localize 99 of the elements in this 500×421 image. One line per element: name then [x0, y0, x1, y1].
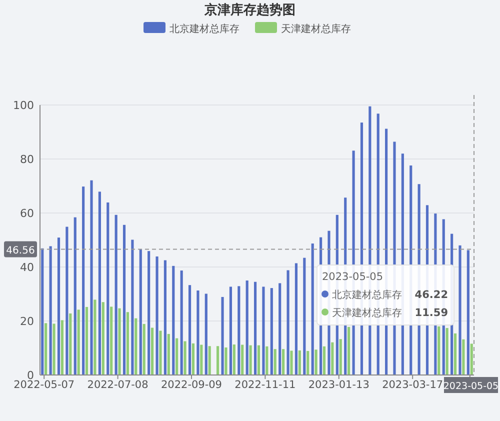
- bar: [69, 313, 72, 375]
- x-tick-label: 2023-05-05: [443, 381, 499, 392]
- bar: [114, 214, 118, 375]
- bar: [314, 350, 318, 375]
- bar: [52, 324, 56, 375]
- bar: [438, 326, 440, 375]
- bar: [470, 344, 473, 375]
- annotation: 北京建材总库存: [332, 289, 402, 301]
- bar: [294, 263, 298, 375]
- bar: [98, 192, 101, 375]
- bar: [270, 288, 273, 375]
- bar: [184, 341, 186, 375]
- y-tick-label: 40: [20, 261, 34, 274]
- bar: [200, 344, 203, 375]
- bar: [204, 294, 208, 375]
- bar: [339, 339, 342, 375]
- bar: [148, 251, 150, 375]
- bar: [274, 349, 276, 375]
- bar: [150, 328, 154, 375]
- y-tick-label: 100: [13, 99, 34, 112]
- bar: [286, 270, 290, 375]
- bar: [278, 283, 282, 375]
- x-tick-label: 2023-01-13: [308, 379, 370, 391]
- bar: [74, 217, 76, 375]
- bar: [66, 226, 68, 375]
- bar: [232, 344, 236, 375]
- bar: [139, 249, 142, 375]
- bar: [257, 345, 260, 375]
- bar: [102, 302, 104, 375]
- bar: [458, 245, 462, 375]
- bar: [241, 344, 244, 375]
- annotation: 11.59: [414, 307, 448, 319]
- y-tick-label: 20: [20, 315, 34, 328]
- bar: [159, 330, 162, 375]
- bar: [290, 350, 293, 375]
- x-tick-label: 2023-03-17: [382, 379, 444, 391]
- bar: [221, 296, 224, 375]
- bar: [188, 285, 192, 375]
- annotation: 天津建材总库存: [332, 307, 402, 319]
- bar: [208, 346, 211, 375]
- bar: [298, 350, 301, 375]
- bar: [49, 246, 52, 375]
- bar: [348, 326, 350, 375]
- bar: [249, 345, 252, 375]
- bar: [192, 343, 194, 375]
- bar: [90, 180, 93, 375]
- bar: [462, 339, 465, 375]
- bar: [196, 290, 200, 375]
- annotation: 46.22: [414, 289, 448, 301]
- bar: [322, 346, 326, 375]
- bar: [142, 324, 146, 375]
- x-tick-label: 2022-09-09: [160, 379, 222, 391]
- bar: [156, 256, 158, 375]
- bar: [77, 310, 80, 375]
- bar: [224, 347, 228, 375]
- bar: [466, 250, 470, 375]
- x-tick-label: 2022-11-11: [234, 379, 296, 391]
- bar: [446, 328, 448, 375]
- bar: [106, 202, 110, 375]
- bar: [180, 270, 183, 375]
- bar: [167, 334, 170, 375]
- legend-label: 天津建材总库存: [281, 23, 351, 35]
- legend-label: 北京建材总库存: [170, 23, 240, 35]
- annotation: 2023-05-05: [322, 271, 384, 283]
- bar: [122, 224, 126, 375]
- bar: [41, 248, 44, 375]
- bar: [176, 338, 178, 375]
- bar: [331, 342, 334, 375]
- y-tick-label: 60: [20, 207, 34, 220]
- bar: [172, 266, 175, 375]
- bar: [57, 238, 60, 375]
- bar: [60, 320, 64, 375]
- bar: [254, 282, 257, 375]
- bar: [134, 318, 138, 375]
- bar: [44, 323, 48, 375]
- bar: [238, 286, 240, 375]
- x-tick-label: 2022-05-07: [14, 379, 75, 391]
- bar: [454, 333, 457, 375]
- bar: [82, 186, 85, 375]
- bar: [131, 240, 134, 375]
- x-tick-label: 2022-07-08: [87, 379, 148, 391]
- bar: [306, 350, 310, 375]
- bar: [118, 308, 121, 375]
- bar: [85, 306, 88, 375]
- bar: [164, 260, 166, 375]
- bar: [94, 300, 96, 375]
- bar: [110, 306, 113, 375]
- bar: [303, 258, 306, 375]
- bar: [229, 286, 232, 375]
- chart-title: 京津库存趋势图: [204, 2, 296, 18]
- bar: [262, 286, 265, 375]
- bar: [282, 349, 285, 375]
- bar: [311, 244, 314, 375]
- bar: [246, 280, 248, 375]
- ref-line-label: 46.56: [6, 245, 35, 256]
- bar: [126, 312, 129, 375]
- y-tick-label: 80: [20, 153, 34, 166]
- bar: [216, 346, 220, 375]
- bar: [266, 346, 268, 375]
